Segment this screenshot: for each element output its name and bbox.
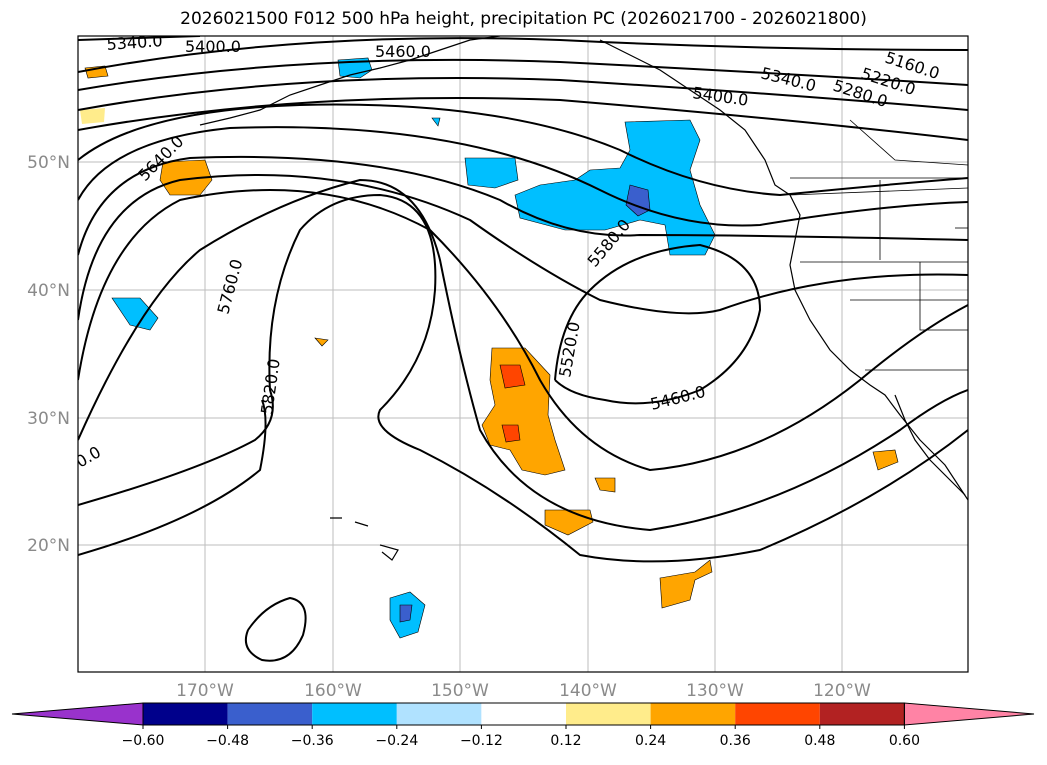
colorbar-bin — [566, 703, 651, 725]
colorbar — [11, 702, 1035, 726]
colorbar-tick-label: 0.24 — [635, 733, 666, 749]
contour-label: 5460.0 — [375, 42, 431, 61]
contour-line — [78, 37, 968, 73]
lat-label: 50°N — [27, 153, 70, 173]
precip-area — [111, 297, 159, 331]
coastline-alaska — [199, 36, 501, 126]
contour-line — [78, 174, 968, 321]
colorbar-tick-label: 0.48 — [804, 733, 835, 749]
contour-label: 5340.0 — [106, 31, 163, 54]
colorbar-tick-label: 0.60 — [889, 733, 920, 749]
precip-negative-areas — [111, 57, 716, 639]
colorbar-bin — [143, 703, 228, 725]
coastline-pacific-nw — [789, 194, 968, 501]
contour-line — [78, 193, 968, 563]
contour-line — [78, 58, 968, 91]
lon-label: 150°W — [431, 681, 489, 701]
colorbar-bin — [396, 703, 482, 725]
precip-area — [499, 364, 526, 389]
colorbar-bin — [819, 703, 905, 725]
contour-line — [78, 126, 968, 227]
lat-label: 30°N — [27, 409, 70, 429]
map-title: 2026021500 F012 500 hPa height, precipit… — [180, 9, 867, 29]
coastlines — [199, 36, 968, 561]
latitude-labels: 50°N 40°N 30°N 20°N — [27, 153, 70, 556]
contour-line — [78, 189, 968, 472]
lon-label: 170°W — [176, 681, 234, 701]
colorbar-tick-label: 0.12 — [550, 733, 581, 749]
contour-line — [78, 155, 968, 256]
map-border — [77, 35, 969, 673]
colorbar-ticks: −0.60 −0.48 −0.36 −0.24 −0.12 0.12 0.24 0.36 0.4… — [122, 725, 920, 749]
precip-area — [514, 119, 716, 256]
lat-label: 40°N — [27, 281, 70, 301]
precip-area — [481, 347, 566, 476]
colorbar-bin — [650, 703, 736, 725]
coastline-baja — [894, 394, 966, 496]
precip-area — [431, 117, 441, 127]
precip-area — [80, 108, 105, 124]
precip-area — [159, 159, 213, 196]
colorbar-bin — [481, 703, 566, 725]
lon-label: 160°W — [304, 681, 362, 701]
coastline-alaska-panhandle — [599, 39, 791, 196]
colorbar-tick-label: −0.36 — [291, 733, 334, 749]
height-contours — [78, 36, 968, 662]
colorbar-extend-min — [11, 702, 144, 726]
precip-area — [314, 337, 329, 347]
contour-line — [554, 243, 762, 405]
colorbar-bin — [227, 703, 313, 725]
lon-label: 120°W — [813, 681, 871, 701]
contour-line — [78, 103, 968, 197]
colorbar-tick-label: 0.36 — [720, 733, 751, 749]
precip-area — [464, 157, 519, 189]
coastline-hawaii — [330, 517, 399, 561]
colorbar-tick-label: −0.60 — [122, 733, 165, 749]
colorbar-bin — [735, 703, 820, 725]
contour-line — [78, 399, 267, 556]
colorbar-frame — [142, 702, 905, 726]
precip-area — [399, 604, 413, 623]
contour-label: 5400.0 — [185, 37, 241, 56]
colorbar-tick-label: −0.24 — [375, 733, 418, 749]
precip-area — [501, 424, 521, 443]
contour-line — [78, 97, 968, 141]
political-borders — [789, 119, 968, 371]
colorbar-tick-label: −0.12 — [460, 733, 503, 749]
colorbar-bin — [312, 703, 397, 725]
lon-label: 140°W — [559, 681, 617, 701]
contour-line — [78, 77, 968, 111]
contour-line — [78, 178, 968, 532]
precip-area — [659, 559, 713, 609]
precip-area — [872, 449, 899, 471]
lat-label: 20°N — [27, 536, 70, 556]
contour-line — [244, 596, 307, 662]
longitude-labels: 170°W 160°W 150°W 140°W 130°W 120°W — [176, 681, 871, 701]
lon-label: 130°W — [686, 681, 744, 701]
precip-area — [594, 477, 616, 493]
contour-line — [78, 36, 201, 41]
colorbar-tick-label: −0.48 — [206, 733, 249, 749]
precip-positive-areas — [80, 65, 899, 609]
colorbar-extend-max — [903, 702, 1035, 726]
